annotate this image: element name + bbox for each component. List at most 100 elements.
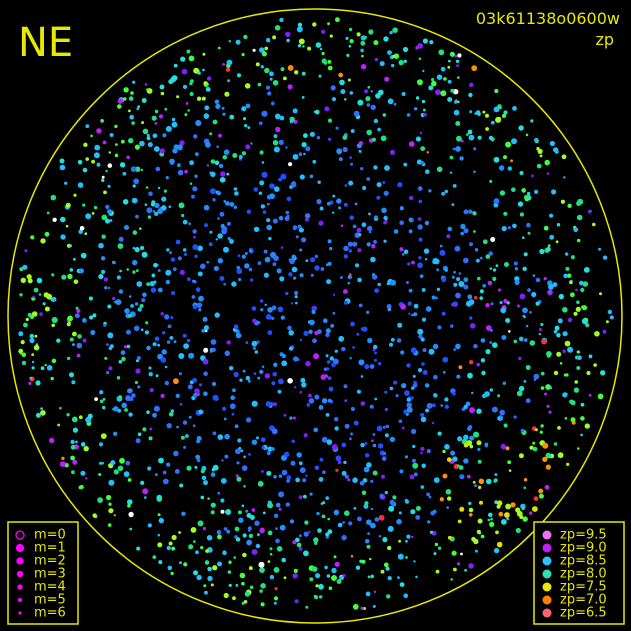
star bbox=[132, 259, 138, 266]
star bbox=[217, 491, 220, 495]
star bbox=[327, 239, 332, 244]
star bbox=[82, 203, 86, 207]
star bbox=[27, 312, 32, 318]
star bbox=[79, 415, 83, 420]
star bbox=[347, 478, 351, 482]
star bbox=[326, 201, 331, 206]
star bbox=[245, 341, 249, 345]
star bbox=[40, 238, 46, 244]
star bbox=[294, 70, 299, 75]
star bbox=[247, 379, 251, 383]
star bbox=[244, 251, 248, 256]
star bbox=[350, 129, 355, 133]
star bbox=[228, 40, 231, 43]
star bbox=[214, 99, 220, 104]
star bbox=[382, 181, 386, 184]
star bbox=[469, 435, 475, 441]
star bbox=[279, 352, 284, 357]
star bbox=[468, 92, 473, 98]
star bbox=[522, 307, 528, 314]
star bbox=[294, 386, 297, 389]
star bbox=[455, 146, 461, 152]
star bbox=[201, 328, 206, 333]
star bbox=[417, 262, 423, 269]
star bbox=[94, 397, 98, 401]
star bbox=[419, 131, 423, 135]
star bbox=[411, 313, 414, 317]
star bbox=[490, 237, 496, 242]
star bbox=[212, 565, 218, 571]
star bbox=[563, 373, 567, 377]
star bbox=[219, 177, 226, 183]
star bbox=[488, 512, 493, 518]
star bbox=[317, 180, 321, 184]
star bbox=[321, 436, 328, 443]
star bbox=[484, 391, 490, 397]
star bbox=[100, 256, 106, 261]
star bbox=[546, 172, 550, 175]
star bbox=[430, 510, 435, 516]
star bbox=[29, 376, 33, 380]
star bbox=[291, 266, 298, 273]
star bbox=[283, 576, 287, 580]
star bbox=[113, 406, 119, 412]
star bbox=[493, 480, 496, 483]
star bbox=[525, 365, 531, 370]
star bbox=[415, 96, 420, 100]
star bbox=[492, 268, 497, 272]
star bbox=[410, 347, 417, 354]
star bbox=[309, 577, 314, 582]
star bbox=[406, 402, 413, 408]
star bbox=[301, 96, 305, 99]
star bbox=[417, 328, 424, 335]
star bbox=[197, 520, 204, 527]
star bbox=[291, 439, 295, 443]
star bbox=[128, 511, 134, 518]
star bbox=[106, 371, 110, 375]
star bbox=[487, 280, 493, 286]
star bbox=[496, 504, 501, 509]
legend-symbol bbox=[542, 556, 552, 566]
star bbox=[214, 312, 220, 318]
star bbox=[580, 402, 585, 407]
star bbox=[540, 322, 544, 327]
star bbox=[582, 281, 589, 287]
star bbox=[262, 511, 266, 515]
star bbox=[108, 508, 114, 514]
star bbox=[181, 213, 185, 218]
star bbox=[133, 178, 140, 185]
star bbox=[436, 268, 440, 272]
star bbox=[264, 67, 270, 74]
star bbox=[268, 236, 272, 241]
star bbox=[280, 67, 285, 72]
star bbox=[202, 52, 206, 56]
star bbox=[413, 380, 418, 385]
star bbox=[115, 299, 122, 305]
star bbox=[245, 509, 249, 513]
star bbox=[473, 431, 480, 438]
star bbox=[326, 360, 331, 364]
star bbox=[92, 313, 97, 318]
star bbox=[252, 48, 256, 52]
star bbox=[132, 230, 138, 235]
star bbox=[287, 378, 293, 384]
star bbox=[132, 184, 136, 188]
legend-label: m=0 bbox=[34, 528, 66, 543]
star bbox=[189, 160, 195, 166]
star bbox=[339, 79, 345, 86]
star bbox=[147, 466, 152, 471]
star bbox=[327, 118, 333, 123]
star bbox=[447, 226, 452, 232]
star bbox=[121, 356, 126, 362]
star bbox=[408, 312, 411, 315]
star bbox=[372, 433, 376, 436]
star bbox=[207, 575, 213, 582]
star bbox=[529, 511, 533, 515]
star bbox=[379, 61, 385, 67]
star bbox=[332, 194, 336, 198]
star bbox=[519, 293, 526, 300]
star bbox=[490, 517, 493, 521]
star bbox=[51, 317, 58, 323]
star bbox=[256, 436, 259, 440]
star bbox=[84, 232, 88, 235]
